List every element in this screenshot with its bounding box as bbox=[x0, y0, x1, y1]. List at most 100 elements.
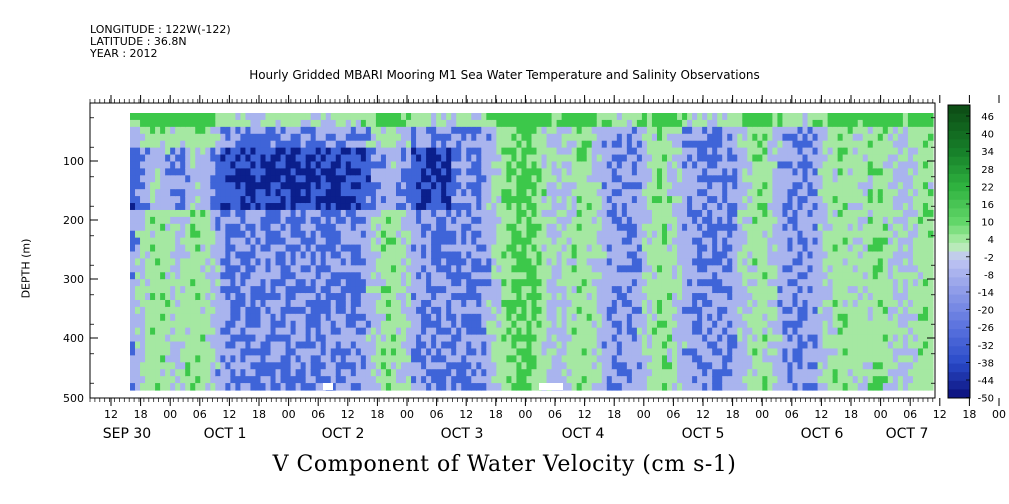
heatmap-cell bbox=[380, 376, 387, 384]
heatmap-cell bbox=[255, 196, 262, 204]
heatmap-cell bbox=[365, 196, 372, 204]
heatmap-cell bbox=[275, 182, 282, 190]
heatmap-cell bbox=[727, 203, 733, 211]
heatmap-cell bbox=[471, 223, 477, 232]
heatmap-cell bbox=[591, 376, 598, 384]
heatmap-cell bbox=[240, 286, 247, 294]
heatmap-cell bbox=[310, 362, 317, 370]
heatmap-cell bbox=[581, 341, 588, 350]
heatmap-cell bbox=[220, 189, 226, 197]
heatmap-cell bbox=[235, 369, 242, 377]
heatmap-cell bbox=[210, 147, 216, 156]
heatmap-cell bbox=[581, 209, 588, 218]
heatmap-cell bbox=[411, 320, 417, 329]
heatmap-cell bbox=[616, 161, 623, 169]
heatmap-cell bbox=[305, 251, 312, 260]
heatmap-cell bbox=[175, 327, 181, 336]
heatmap-cell bbox=[240, 369, 247, 377]
heatmap-cell bbox=[416, 182, 422, 190]
heatmap-cell bbox=[175, 133, 181, 142]
heatmap-cell bbox=[446, 369, 452, 377]
heatmap-cell bbox=[486, 306, 492, 315]
heatmap-cell bbox=[335, 113, 342, 121]
heatmap-cell bbox=[160, 334, 166, 343]
heatmap-cell bbox=[506, 147, 513, 156]
heatmap-cell bbox=[636, 230, 643, 239]
heatmap-cell bbox=[596, 251, 603, 260]
heatmap-cell bbox=[661, 355, 668, 363]
heatmap-cell bbox=[426, 196, 432, 204]
heatmap-cell bbox=[280, 355, 287, 363]
heatmap-cell bbox=[697, 113, 703, 121]
heatmap-cell bbox=[591, 126, 598, 135]
heatmap-cell bbox=[370, 133, 377, 142]
heatmap-cell bbox=[235, 299, 242, 308]
heatmap-cell bbox=[300, 223, 307, 232]
heatmap-cell bbox=[150, 251, 156, 260]
heatmap-cell bbox=[506, 355, 513, 363]
heatmap-cell bbox=[300, 286, 307, 294]
heatmap-cell bbox=[330, 168, 337, 176]
heatmap-cell bbox=[406, 306, 412, 315]
heatmap-cell bbox=[641, 327, 648, 336]
heatmap-cell bbox=[370, 119, 377, 128]
heatmap-cell bbox=[511, 168, 518, 176]
heatmap-cell bbox=[180, 383, 186, 391]
heatmap-cell bbox=[240, 279, 247, 287]
heatmap-cell bbox=[551, 175, 558, 183]
heatmap-cell bbox=[305, 216, 312, 225]
heatmap-cell bbox=[225, 230, 231, 239]
heatmap-cell bbox=[295, 175, 302, 183]
heatmap-cell bbox=[601, 175, 608, 183]
heatmap-cell bbox=[646, 279, 653, 287]
heatmap-cell bbox=[290, 376, 297, 384]
heatmap-cell bbox=[616, 203, 623, 211]
heatmap-cell bbox=[611, 376, 618, 384]
heatmap-cell bbox=[571, 189, 578, 197]
heatmap-cell bbox=[672, 320, 678, 329]
heatmap-cell bbox=[551, 196, 558, 204]
heatmap-cell bbox=[200, 147, 206, 156]
heatmap-cell bbox=[596, 334, 603, 343]
heatmap-cell bbox=[270, 196, 277, 204]
heatmap-cell bbox=[365, 299, 372, 308]
heatmap-cell bbox=[707, 175, 713, 183]
heatmap-cell bbox=[135, 168, 141, 176]
heatmap-cell bbox=[491, 209, 497, 218]
heatmap-cell bbox=[265, 355, 272, 363]
heatmap-cell bbox=[426, 154, 432, 163]
heatmap-cell bbox=[300, 258, 307, 266]
heatmap-cell bbox=[270, 209, 277, 218]
heatmap-cell bbox=[390, 140, 397, 149]
heatmap-cell bbox=[712, 334, 718, 343]
heatmap-cell bbox=[436, 279, 442, 287]
heatmap-cell bbox=[215, 216, 221, 225]
heatmap-cell bbox=[245, 334, 252, 343]
heatmap-cell bbox=[461, 168, 467, 176]
heatmap-cell bbox=[195, 154, 201, 163]
heatmap-cell bbox=[411, 230, 417, 239]
heatmap-cell bbox=[661, 168, 668, 176]
heatmap-cell bbox=[285, 119, 292, 128]
heatmap-cell bbox=[717, 251, 723, 260]
heatmap-cell bbox=[687, 161, 693, 169]
heatmap-cell bbox=[220, 126, 226, 135]
heatmap-cell bbox=[290, 161, 297, 169]
heatmap-cell bbox=[501, 376, 508, 384]
heatmap-cell bbox=[561, 140, 568, 149]
heatmap-cell bbox=[185, 376, 191, 384]
heatmap-cell bbox=[165, 209, 171, 218]
heatmap-cell bbox=[596, 189, 603, 197]
heatmap-cell bbox=[310, 376, 317, 384]
heatmap-cell bbox=[180, 223, 186, 232]
heatmap-cell bbox=[411, 383, 417, 391]
heatmap-cell bbox=[546, 230, 553, 239]
heatmap-cell bbox=[260, 168, 267, 176]
heatmap-cell bbox=[702, 258, 708, 266]
heatmap-cell bbox=[225, 237, 231, 246]
heatmap-cell bbox=[601, 216, 608, 225]
heatmap-cell bbox=[215, 306, 221, 315]
heatmap-cell bbox=[245, 272, 252, 280]
heatmap-cell bbox=[140, 334, 146, 343]
heatmap-cell bbox=[145, 140, 151, 149]
